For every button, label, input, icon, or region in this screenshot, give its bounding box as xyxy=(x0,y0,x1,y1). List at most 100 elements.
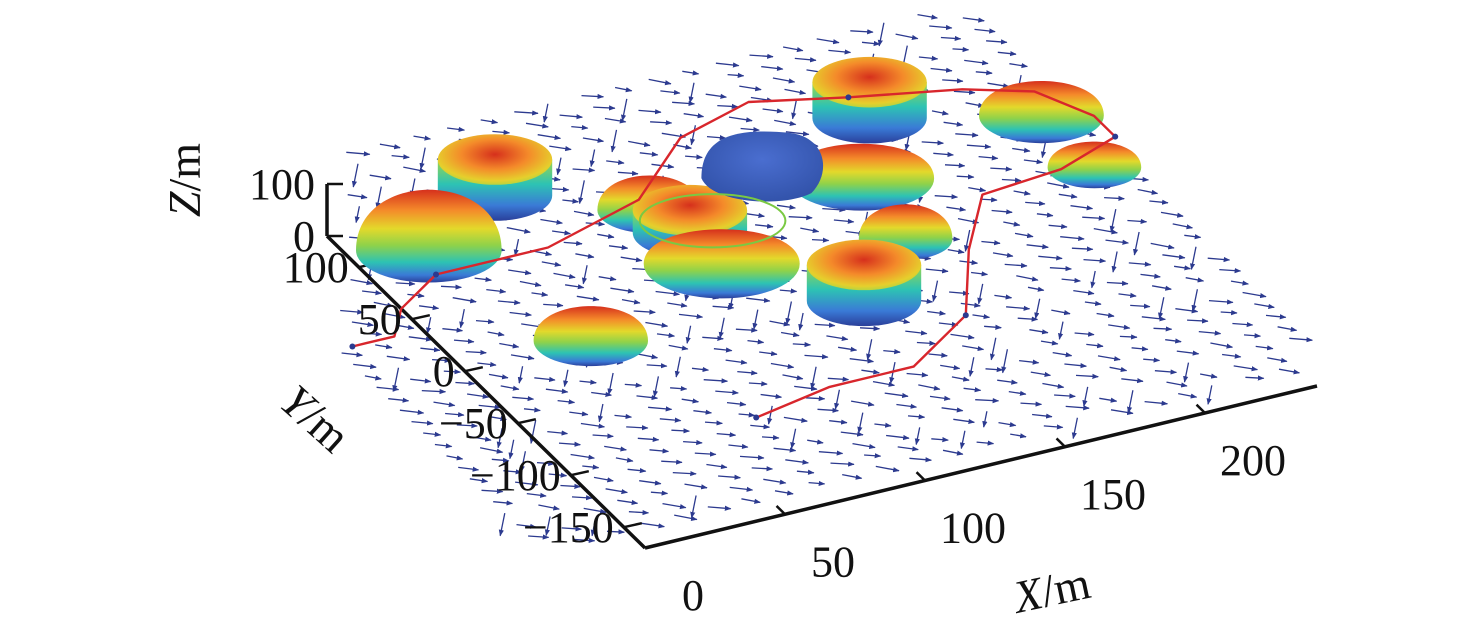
wind-arrow xyxy=(512,396,535,402)
wind-arrow xyxy=(690,495,697,519)
wind-arrow xyxy=(916,340,936,346)
wind-arrow xyxy=(379,143,401,150)
wind-arrow xyxy=(598,276,617,282)
wind-arrow xyxy=(571,495,593,501)
wind-arrow xyxy=(827,376,850,382)
wind-arrow xyxy=(582,464,600,470)
wind-arrow xyxy=(1019,359,1040,365)
wind-arrow xyxy=(1199,373,1218,379)
wind-arrow xyxy=(684,483,708,490)
wind-arrow xyxy=(749,53,774,59)
wind-arrow xyxy=(633,309,656,315)
wind-arrow xyxy=(447,126,466,132)
wind-arrow xyxy=(526,492,547,498)
wind-arrow xyxy=(674,514,698,521)
wind-arrow xyxy=(1010,433,1027,439)
wind-arrow xyxy=(702,335,724,341)
wind-arrow xyxy=(570,453,595,460)
wind-arrow xyxy=(683,439,703,446)
wind-arrow xyxy=(1127,218,1148,224)
wind-arrow xyxy=(750,424,771,430)
wind-arrow xyxy=(672,100,696,107)
wind-arrow xyxy=(1149,199,1169,205)
wind-arrow xyxy=(1233,365,1259,372)
wind-arrow xyxy=(944,162,966,169)
wind-arrow xyxy=(962,17,985,23)
wind-arrow xyxy=(508,269,532,276)
wind-arrow xyxy=(1014,232,1034,239)
wind-arrow xyxy=(861,369,880,375)
wind-arrow xyxy=(715,62,740,68)
wind-arrow xyxy=(475,319,495,325)
wind-arrow xyxy=(620,256,643,263)
wind-arrow xyxy=(940,364,961,371)
wind-arrow xyxy=(857,412,864,434)
wind-arrow xyxy=(432,357,452,363)
wind-arrow xyxy=(704,420,723,426)
wind-arrow xyxy=(1243,333,1262,339)
obstacle-cylinder-top xyxy=(632,184,748,236)
wind-arrow xyxy=(897,446,919,452)
wind-arrow xyxy=(519,280,542,288)
wind-arrow xyxy=(580,422,606,429)
wind-arrow xyxy=(833,218,855,224)
wind-arrow xyxy=(488,373,509,380)
wind-arrow xyxy=(804,354,829,360)
obstacle-dome xyxy=(979,80,1104,144)
wind-arrow xyxy=(560,483,581,489)
wind-arrow xyxy=(589,149,596,168)
wind-arrow xyxy=(942,78,964,84)
wind-arrow xyxy=(456,423,478,429)
obstacles xyxy=(356,56,1142,367)
wind-arrow xyxy=(990,166,1013,172)
wind-arrow xyxy=(1025,200,1046,207)
wind-arrow xyxy=(569,411,589,417)
wind-arrow xyxy=(886,434,910,441)
obstacle-dome xyxy=(1047,141,1142,189)
wind-arrow xyxy=(956,174,975,180)
wind-arrow xyxy=(1185,277,1205,283)
wind-arrow xyxy=(966,143,992,150)
obstacle-dome xyxy=(356,189,502,283)
wind-arrow xyxy=(849,358,875,364)
wind-arrow xyxy=(998,421,1017,428)
wind-arrow xyxy=(906,372,929,378)
wind-arrow xyxy=(593,105,616,111)
wind-arrow xyxy=(930,67,953,73)
wind-arrow xyxy=(1034,298,1041,320)
wind-arrow xyxy=(395,281,416,287)
wind-arrow xyxy=(829,419,848,425)
wind-arrow xyxy=(678,313,704,320)
wind-arrow xyxy=(375,344,393,350)
wind-arrow xyxy=(1150,242,1175,250)
wind-arrow xyxy=(514,110,539,116)
wind-arrow xyxy=(670,385,688,392)
wind-arrow xyxy=(751,466,774,472)
x-tick-mark xyxy=(635,538,646,549)
wind-arrow xyxy=(621,298,641,305)
wind-arrow xyxy=(615,457,634,463)
y-tick-mark xyxy=(570,469,590,477)
wind-arrow xyxy=(834,389,841,410)
wind-arrow xyxy=(1012,147,1031,153)
wind-arrow xyxy=(739,455,765,461)
wind-arrow xyxy=(780,331,800,338)
y-tick-label: −100 xyxy=(470,451,561,500)
wind-arrow xyxy=(369,174,392,181)
wind-arrow xyxy=(1048,223,1068,230)
axes-frame xyxy=(325,182,1318,550)
wind-arrow xyxy=(636,394,659,401)
wind-arrow xyxy=(364,375,382,381)
wind-arrow xyxy=(558,441,581,447)
wind-arrow xyxy=(386,355,411,362)
obstacle-dome xyxy=(788,143,935,211)
wind-arrow xyxy=(639,480,662,486)
wind-arrow xyxy=(762,108,784,114)
target-circle xyxy=(638,193,787,249)
wind-arrow xyxy=(828,49,852,55)
wind-arrow xyxy=(840,431,864,437)
wind-arrow xyxy=(467,393,490,399)
wind-arrow xyxy=(972,313,991,320)
wind-arrow xyxy=(606,529,625,535)
